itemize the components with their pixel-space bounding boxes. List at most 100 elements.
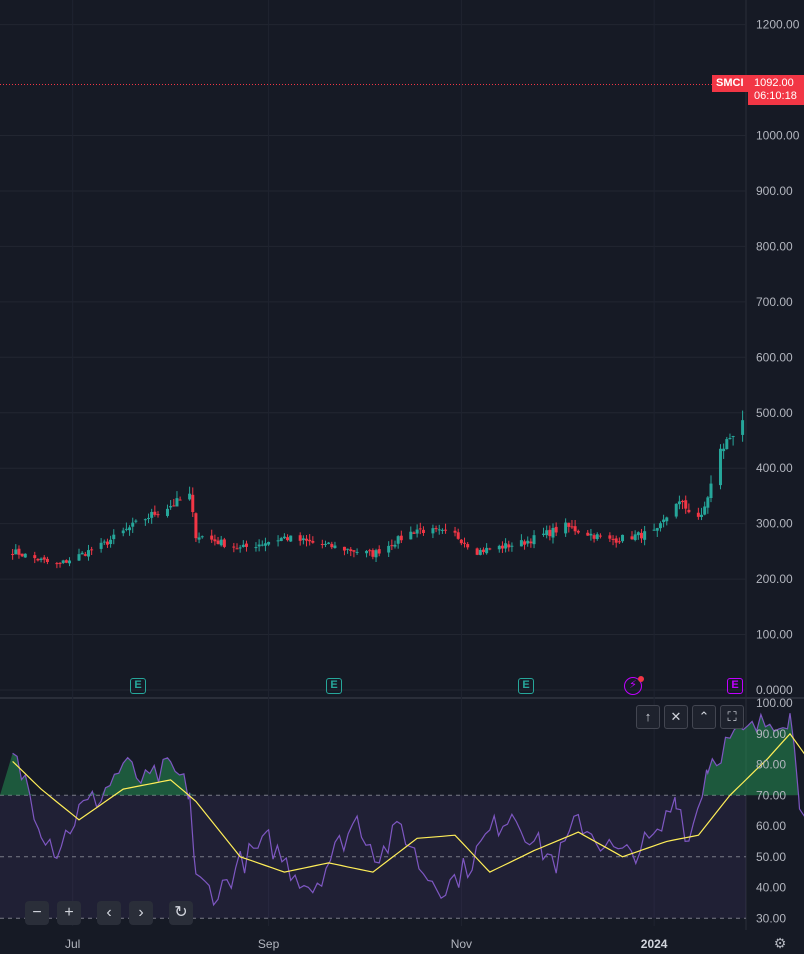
upcoming-earnings-icon[interactable]: E bbox=[727, 678, 743, 694]
candle-body bbox=[368, 550, 372, 552]
candle-body bbox=[83, 554, 87, 556]
candle-body bbox=[608, 535, 612, 539]
candle-body bbox=[323, 543, 327, 545]
candle-body bbox=[722, 448, 726, 452]
candle-body bbox=[23, 553, 27, 558]
candle-body bbox=[279, 538, 283, 542]
candle-body bbox=[614, 538, 618, 543]
time-tick-label: Jul bbox=[65, 937, 80, 951]
candle-body bbox=[254, 547, 258, 549]
rsi-tick-label: 60.00 bbox=[756, 819, 786, 833]
candle-body bbox=[478, 549, 482, 555]
time-tick-label: Sep bbox=[258, 937, 280, 951]
candle-body bbox=[573, 526, 577, 532]
candle-body bbox=[741, 420, 745, 435]
candle-body bbox=[728, 437, 732, 439]
reset-chart-button[interactable]: ↻ bbox=[169, 901, 193, 925]
candle-body bbox=[621, 534, 625, 542]
price-axis[interactable]: 1200.00 1000.00 900.00 800.00 700.00 600.00 50… bbox=[756, 18, 800, 697]
candle-body bbox=[276, 540, 280, 542]
candle-body bbox=[286, 537, 290, 541]
candle-body bbox=[617, 541, 621, 543]
candle-body bbox=[463, 542, 467, 544]
candle-body bbox=[437, 529, 441, 531]
time-axis[interactable]: JulSepNov2024MarMay bbox=[65, 937, 804, 951]
candle-body bbox=[342, 546, 346, 551]
candle-body bbox=[172, 505, 176, 507]
last-price-tag: 1092.00 06:10:18 bbox=[748, 75, 804, 105]
candle-body bbox=[17, 548, 21, 555]
candle-body bbox=[77, 554, 81, 561]
earnings-event-icon[interactable]: E bbox=[326, 678, 342, 694]
price-tick-label: 1200.00 bbox=[756, 18, 800, 32]
split-event-icon[interactable]: ⚡ bbox=[624, 677, 642, 695]
candle-body bbox=[564, 522, 568, 534]
candle-body bbox=[551, 527, 555, 538]
candle-body bbox=[652, 529, 656, 531]
candle-body bbox=[14, 549, 18, 555]
scroll-right-button[interactable]: › bbox=[129, 901, 153, 925]
candle-body bbox=[134, 520, 138, 522]
candle-body bbox=[169, 506, 173, 508]
candle-body bbox=[178, 499, 182, 501]
grid-lines bbox=[0, 0, 804, 930]
event-notification-dot bbox=[638, 676, 644, 682]
candle-body bbox=[681, 500, 685, 503]
zoom-in-button[interactable]: + bbox=[57, 901, 81, 925]
settings-gear-icon[interactable]: ⚙ bbox=[773, 935, 787, 951]
candle-body bbox=[589, 533, 593, 536]
candle-body bbox=[305, 538, 309, 541]
candle-body bbox=[700, 514, 704, 517]
rsi-line[interactable] bbox=[12, 712, 804, 907]
candle-body bbox=[592, 535, 596, 539]
rsi-ma-line[interactable] bbox=[12, 732, 804, 873]
candle-body bbox=[36, 558, 40, 561]
candle-body bbox=[665, 517, 669, 522]
candle-body bbox=[696, 512, 700, 517]
candle-body bbox=[61, 560, 65, 563]
remove-pane-button[interactable]: ✕ bbox=[664, 705, 688, 729]
candle-body bbox=[124, 528, 128, 530]
candle-body bbox=[282, 536, 286, 539]
candle-body bbox=[481, 549, 485, 553]
candle-body bbox=[709, 483, 713, 498]
candle-body bbox=[399, 535, 403, 541]
candle-body bbox=[153, 511, 157, 515]
maximize-pane-button[interactable]: ⛶ bbox=[720, 705, 744, 729]
candle-body bbox=[396, 536, 400, 544]
candle-body bbox=[440, 529, 444, 531]
collapse-pane-button[interactable]: ⌃ bbox=[692, 705, 716, 729]
rsi-overbought-fill bbox=[0, 713, 804, 796]
candle-body bbox=[355, 551, 359, 553]
candle-body bbox=[219, 539, 223, 546]
zoom-out-button[interactable]: − bbox=[25, 901, 49, 925]
candle-body bbox=[45, 558, 49, 562]
price-tick-label: 200.00 bbox=[756, 572, 793, 586]
move-pane-up-button[interactable]: ↑ bbox=[636, 705, 660, 729]
candle-body bbox=[222, 539, 226, 547]
candle-body bbox=[216, 540, 220, 544]
price-tick-label: 900.00 bbox=[756, 184, 793, 198]
candle-body bbox=[327, 542, 331, 544]
candle-body bbox=[630, 536, 634, 540]
candle-body bbox=[504, 543, 508, 549]
candle-body bbox=[330, 543, 334, 548]
earnings-event-icon[interactable]: E bbox=[130, 678, 146, 694]
candle-body bbox=[188, 493, 192, 500]
candle-body bbox=[90, 549, 94, 551]
scroll-left-button[interactable]: ‹ bbox=[97, 901, 121, 925]
rsi-axis[interactable]: 100.00 90.00 80.00 70.00 60.00 50.00 40.00 30.0… bbox=[756, 696, 793, 925]
earnings-event-icon[interactable]: E bbox=[518, 678, 534, 694]
candle-body bbox=[639, 532, 643, 539]
candle-body bbox=[64, 560, 68, 563]
candle-body bbox=[390, 545, 394, 547]
candle-body bbox=[529, 541, 533, 544]
candle-body bbox=[213, 539, 217, 542]
rsi-pane[interactable] bbox=[0, 712, 804, 919]
price-pane[interactable] bbox=[0, 83, 746, 569]
candle-body bbox=[507, 544, 511, 548]
candle-body bbox=[687, 509, 691, 513]
candle-body bbox=[412, 532, 416, 534]
time-tick-label: 2024 bbox=[641, 937, 668, 951]
